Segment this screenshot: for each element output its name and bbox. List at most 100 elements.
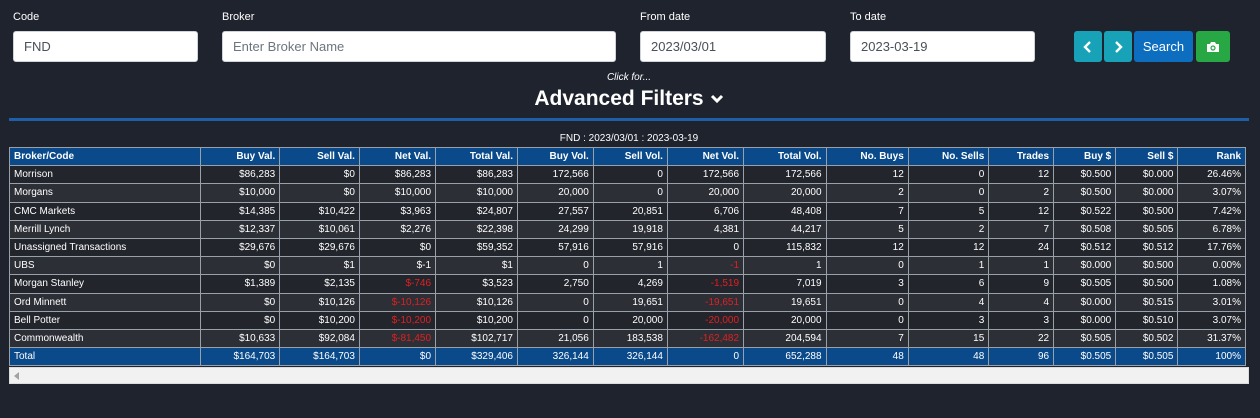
broker-name-cell: Commonwealth [9,328,201,349]
broker-name-cell: Unassigned Transactions [9,237,201,258]
column-header[interactable]: Broker/Code [9,146,201,167]
table-cell: $0.500 [1115,274,1179,294]
camera-icon [1207,41,1219,52]
table-row[interactable]: Ord Minnett $0 $10,126 $-10,126 $10,126 0 19,6… [9,292,1246,312]
table-row[interactable]: Morgan Stanley $1,389 $2,135 $-746 $3,523 2,7… [9,274,1246,294]
section-divider [9,118,1249,121]
table-row[interactable]: Morrison $86,283 $0 $86,283 $86,283 172,566 0 1… [9,165,1246,185]
table-row[interactable]: Unassigned Transactions $29,676 $29,676 $0 $… [9,237,1246,258]
table-cell: 15 [907,328,990,349]
table-cell: 7.42% [1177,201,1246,221]
total-cell: $0 [358,347,437,367]
table-cell: $0.000 [1115,183,1179,203]
table-cell: 57,916 [592,237,668,258]
column-header[interactable]: Sell Vol. [592,146,668,167]
table-row[interactable]: Morgans $10,000 $0 $10,000 $10,000 20,000 0 20,… [9,183,1246,203]
table-row[interactable]: CMC Markets $14,385 $10,422 $3,963 $24,807 27… [9,201,1246,221]
total-cell: Total [9,347,201,367]
table-cell: 0 [666,237,745,258]
column-header[interactable]: Buy $ [1053,146,1117,167]
table-cell: $29,676 [279,237,360,258]
column-header[interactable]: Sell Val. [279,146,360,167]
table-cell: 6,706 [666,201,745,221]
total-cell: 100% [1177,347,1246,367]
table-cell: 2,750 [517,274,594,294]
table-cell: $12,337 [199,219,281,239]
broker-label: Broker [222,11,255,23]
table-cell: 3 [988,310,1055,330]
table-cell: $3,963 [358,201,437,221]
broker-input[interactable] [222,31,616,62]
table-cell: $0 [279,183,360,203]
table-cell: $10,633 [199,328,281,349]
table-cell: 5 [907,201,990,221]
table-cell: $-10,126 [358,292,437,312]
table-cell: 2 [907,219,990,239]
column-header[interactable]: Buy Val. [199,146,281,167]
table-cell: 0 [592,165,668,185]
column-header[interactable]: Rank [1177,146,1246,167]
snapshot-button[interactable] [1196,31,1230,62]
table-cell: 24 [988,237,1055,258]
code-input[interactable] [13,31,198,62]
to-date-label: To date [850,11,887,23]
column-header[interactable]: Trades [988,146,1055,167]
table-cell: 21,056 [517,328,594,349]
broker-name-cell: Morgan Stanley [9,274,201,294]
table-row[interactable]: Bell Potter $0 $10,200 $-10,200 $10,200 0 20,0… [9,310,1246,330]
table-cell: 44,217 [743,219,827,239]
column-header[interactable]: Net Val. [358,146,437,167]
to-date-input[interactable] [850,31,1035,62]
column-header[interactable]: Net Vol. [666,146,745,167]
table-cell: 12 [825,165,909,185]
table-cell: $29,676 [199,237,281,258]
table-cell: 3 [825,274,909,294]
table-cell: 6.78% [1177,219,1246,239]
table-cell: $0.510 [1115,310,1179,330]
table-cell: $0.508 [1053,219,1117,239]
table-cell: $0.000 [1053,310,1117,330]
table-cell: $0.505 [1053,274,1117,294]
table-cell: $2,135 [279,274,360,294]
search-button[interactable]: Search [1134,31,1193,62]
next-button[interactable] [1104,31,1132,62]
advanced-filters-toggle[interactable]: Advanced Filters [0,87,1258,111]
column-header[interactable]: No. Buys [825,146,909,167]
table-cell: 19,918 [592,219,668,239]
table-row[interactable]: Commonwealth $10,633 $92,084 $-81,450 $102,7… [9,328,1246,349]
table-cell: $0 [279,165,360,185]
column-header[interactable]: Total Val. [435,146,518,167]
table-cell: -162,482 [666,328,745,349]
table-row[interactable]: UBS $0 $1 $-1 $1 0 1 -1 1 0 1 1 $0.000 $0.500 0.00% [9,256,1246,276]
total-cell: 96 [988,347,1055,367]
total-cell: $329,406 [435,347,518,367]
table-cell: $10,200 [435,310,518,330]
broker-name-cell: Ord Minnett [9,292,201,312]
table-cell: 19,651 [592,292,668,312]
table-cell: 27,557 [517,201,594,221]
advanced-filters-title: Advanced Filters [534,87,704,110]
column-header[interactable]: Sell $ [1115,146,1179,167]
table-cell: $0.000 [1053,256,1117,276]
from-date-input[interactable] [640,31,826,62]
table-cell: $0.515 [1115,292,1179,312]
table-cell: 12 [988,165,1055,185]
column-header[interactable]: No. Sells [907,146,990,167]
column-header[interactable]: Buy Vol. [517,146,594,167]
table-cell: 2 [988,183,1055,203]
horizontal-scrollbar[interactable] [9,367,1249,384]
table-row[interactable]: Merrill Lynch $12,337 $10,061 $2,276 $22,398… [9,219,1246,239]
table-cell: $-1 [358,256,437,276]
table-cell: 0 [517,256,594,276]
table-cell: $86,283 [435,165,518,185]
total-cell: 652,288 [743,347,827,367]
table-cell: $10,126 [435,292,518,312]
table-cell: $10,000 [358,183,437,203]
table-cell: 48,408 [743,201,827,221]
scroll-left-arrow-icon[interactable] [14,372,19,380]
table-cell: $0 [199,292,281,312]
table-cell: 20,000 [517,183,594,203]
prev-button[interactable] [1074,31,1102,62]
table-cell: 20,000 [592,310,668,330]
column-header[interactable]: Total Vol. [743,146,827,167]
